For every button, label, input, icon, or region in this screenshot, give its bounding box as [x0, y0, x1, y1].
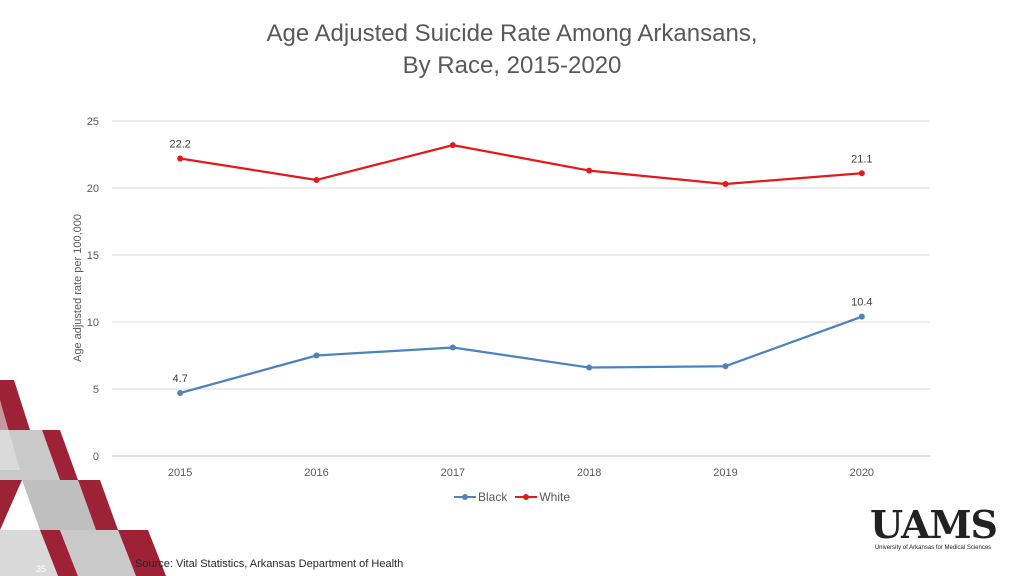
chart-title: Age Adjusted Suicide Rate Among Arkansan… [0, 18, 1024, 82]
source-note: Source: Vital Statistics, Arkansas Depar… [135, 558, 404, 570]
decorative-triangles [0, 380, 166, 576]
data-label-black: 10.4 [851, 297, 872, 309]
data-point-black [313, 352, 320, 359]
data-point-white [586, 167, 593, 174]
logo-subtitle: University of Arkansas for Medical Scien… [874, 545, 992, 551]
decor-shape-4 [0, 480, 22, 530]
x-tick-label: 2015 [168, 467, 192, 479]
data-point-black [858, 313, 865, 320]
series-line-white [179, 143, 862, 186]
series-line-black [179, 315, 863, 395]
decor-shape-1 [0, 380, 30, 430]
data-label-white: 22.2 [169, 139, 190, 151]
x-tick-label: 2017 [441, 467, 465, 479]
y-tick-label: 5 [93, 384, 99, 396]
legend-label-black: Black [477, 490, 508, 504]
data-point-white [177, 155, 184, 162]
decor-shape-10 [118, 530, 166, 576]
x-tick-label: 2020 [850, 467, 874, 479]
decor-shape-5 [22, 480, 96, 530]
y-tick-label: 15 [87, 250, 99, 262]
legend-item-black: Black [453, 490, 508, 504]
chart-legend: Black White [0, 490, 1024, 504]
x-tick-label: 2018 [577, 467, 601, 479]
data-label-white: 21.1 [851, 153, 872, 165]
data-label-black: 4.7 [173, 373, 188, 385]
legend-swatch-white [515, 491, 538, 503]
legend-item-white: White [515, 490, 570, 504]
y-tick-label: 20 [87, 183, 99, 195]
logo-wordmark: UAMS [870, 502, 998, 547]
x-tick-label: 2016 [304, 467, 328, 479]
slide-number: 35 [36, 564, 47, 574]
y-tick-label: 10 [87, 317, 99, 329]
y-axis-label: Age adjusted rate per 100,000 [72, 213, 84, 363]
data-point-black [586, 364, 593, 371]
chart-title-line-1: Age Adjusted Suicide Rate Among Arkansan… [266, 20, 758, 47]
decor-shape-8 [40, 530, 78, 576]
decor-shape-3 [42, 430, 78, 480]
data-point-black [177, 390, 184, 397]
data-point-white [449, 142, 456, 149]
legend-swatch-black [453, 491, 476, 503]
x-tick-label: 2019 [713, 467, 737, 479]
decor-shape-11 [0, 400, 20, 470]
chart-title-line-2: By Race, 2015-2020 [402, 52, 622, 79]
decor-shape-7 [0, 530, 58, 576]
decor-shape-6 [78, 480, 118, 530]
decor-shape-9 [60, 530, 136, 576]
uams-logo: UAMS University of Arkansas for Medical … [870, 502, 998, 552]
y-tick-label: 25 [87, 116, 99, 128]
data-point-white [858, 170, 865, 177]
data-point-black [722, 363, 729, 370]
y-tick-label: 0 [93, 451, 99, 463]
legend-label-white: White [539, 490, 571, 504]
data-point-black [449, 344, 456, 351]
data-point-white [722, 180, 729, 187]
data-point-white [313, 176, 320, 183]
